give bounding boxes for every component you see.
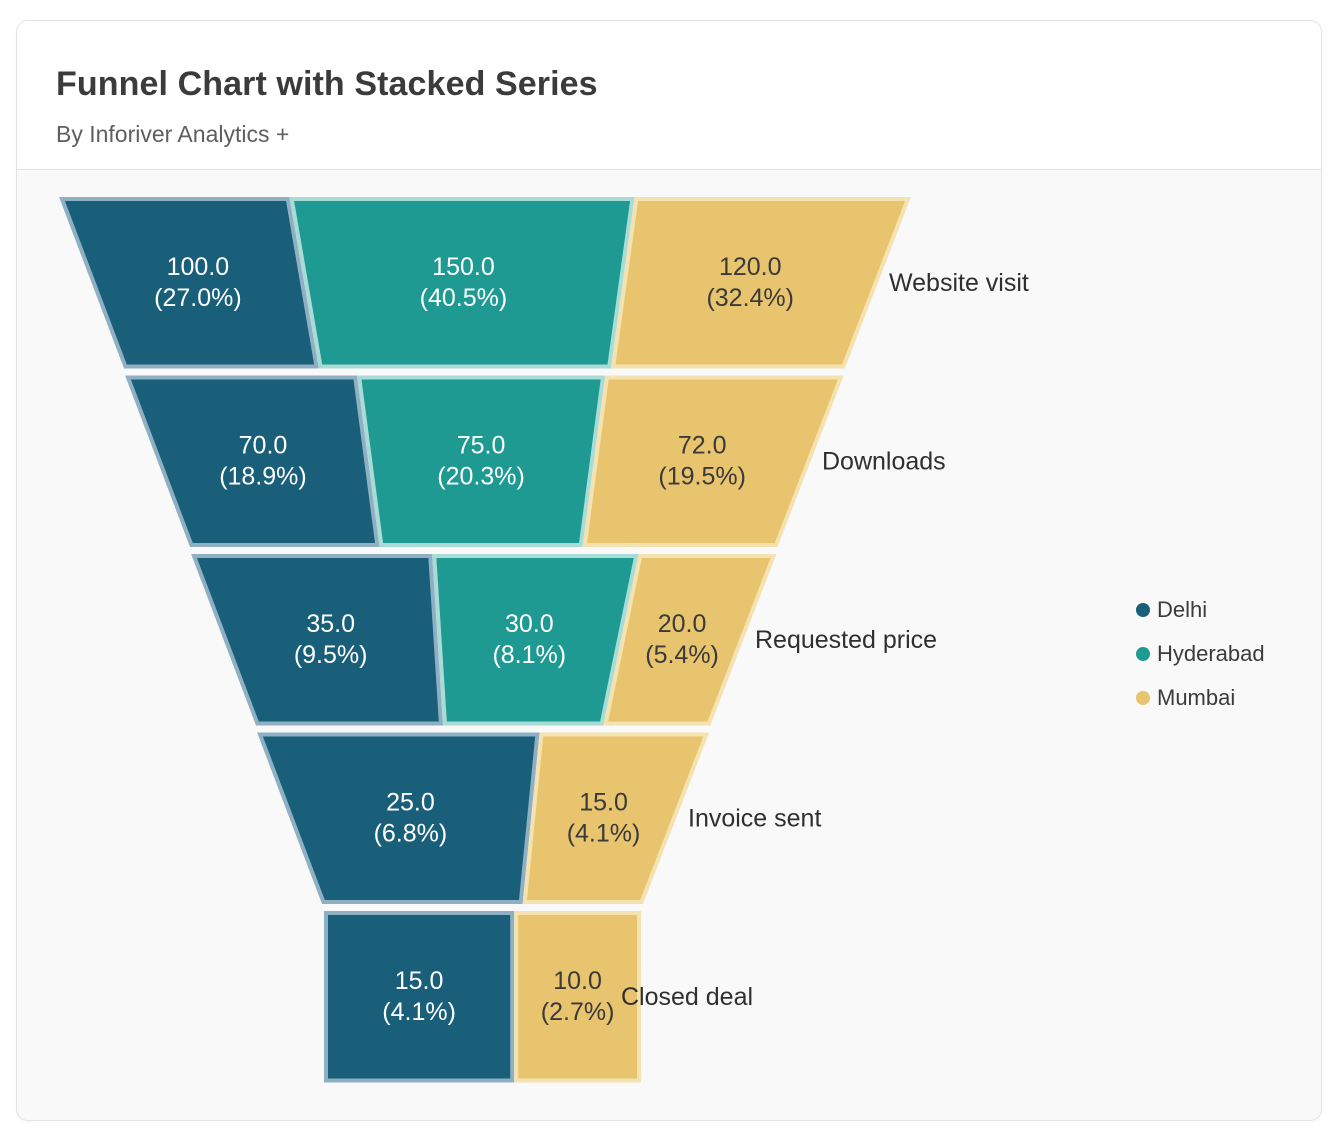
legend-marker-hyderabad [1136, 647, 1150, 661]
funnel-segment-hyderabad-2[interactable] [432, 554, 639, 726]
chart-card: Funnel Chart with Stacked Series By Info… [16, 20, 1322, 1121]
funnel-segment-mumbai-3[interactable] [522, 732, 710, 904]
legend-marker-delhi [1136, 603, 1150, 617]
funnel-segment-mumbai-0[interactable] [610, 197, 911, 369]
percent-label-mumbai-1: (19.5%) [658, 462, 746, 490]
value-label-hyderabad-1: 75.0 [457, 431, 506, 459]
legend-marker-mumbai [1136, 691, 1150, 705]
value-label-mumbai-3: 15.0 [579, 788, 628, 816]
value-label-mumbai-2: 20.0 [658, 610, 707, 638]
legend-item-delhi[interactable]: Delhi [1136, 588, 1265, 632]
stage-label-3: Invoice sent [688, 804, 821, 832]
stage-label-0: Website visit [889, 269, 1029, 297]
value-label-delhi-3: 25.0 [386, 788, 435, 816]
percent-label-delhi-3: (6.8%) [374, 819, 448, 847]
value-label-mumbai-4: 10.0 [553, 967, 602, 995]
value-label-hyderabad-2: 30.0 [505, 610, 554, 638]
funnel-segment-delhi-1[interactable] [125, 375, 380, 547]
funnel-chart: 100.0 (27.0%) 150.0 (40.5%) 120.0 (32.4%) Webs… [59, 197, 1029, 1083]
funnel-segment-delhi-4[interactable] [324, 911, 515, 1083]
value-label-hyderabad-0: 150.0 [432, 253, 495, 281]
percent-label-mumbai-2: (5.4%) [645, 641, 719, 669]
value-label-mumbai-1: 72.0 [678, 431, 727, 459]
plot-area: 100.0 (27.0%) 150.0 (40.5%) 120.0 (32.4%) Webs… [17, 170, 1321, 1120]
funnel-segment-delhi-0[interactable] [59, 197, 319, 369]
legend: Delhi Hyderabad Mumbai [1136, 588, 1265, 720]
stage-label-2: Requested price [755, 626, 937, 654]
percent-label-mumbai-0: (32.4%) [706, 284, 794, 312]
percent-label-hyderabad-0: (40.5%) [420, 284, 508, 312]
percent-label-delhi-2: (9.5%) [294, 641, 368, 669]
percent-label-mumbai-4: (2.7%) [541, 998, 615, 1026]
funnel-segment-mumbai-2[interactable] [603, 554, 777, 726]
value-label-delhi-2: 35.0 [306, 610, 355, 638]
percent-label-mumbai-3: (4.1%) [567, 819, 641, 847]
legend-item-hyderabad[interactable]: Hyderabad [1136, 632, 1265, 676]
percent-label-hyderabad-2: (8.1%) [492, 641, 566, 669]
value-label-delhi-1: 70.0 [239, 431, 288, 459]
funnel-segment-hyderabad-1[interactable] [356, 375, 606, 547]
percent-label-delhi-4: (4.1%) [382, 998, 456, 1026]
funnel-segment-delhi-3[interactable] [257, 732, 540, 904]
percent-label-hyderabad-1: (20.3%) [437, 462, 525, 490]
value-label-delhi-0: 100.0 [167, 253, 230, 281]
legend-label-mumbai: Mumbai [1157, 685, 1236, 710]
percent-label-delhi-1: (18.9%) [219, 462, 307, 490]
value-label-delhi-4: 15.0 [395, 967, 444, 995]
stage-label-4: Closed deal [621, 983, 753, 1011]
funnel-segment-delhi-2[interactable] [191, 554, 444, 726]
legend-item-mumbai[interactable]: Mumbai [1136, 676, 1265, 720]
percent-label-delhi-0: (27.0%) [154, 284, 242, 312]
funnel-segment-mumbai-4[interactable] [514, 911, 641, 1083]
stage-label-1: Downloads [822, 447, 946, 475]
funnel-segment-hyderabad-0[interactable] [289, 197, 635, 369]
value-label-mumbai-0: 120.0 [719, 253, 782, 281]
legend-label-delhi: Delhi [1157, 597, 1208, 622]
legend-label-hyderabad: Hyderabad [1157, 641, 1265, 666]
funnel-segment-mumbai-1[interactable] [582, 375, 844, 547]
chart-title: Funnel Chart with Stacked Series [56, 65, 598, 103]
card-header: Funnel Chart with Stacked Series By Info… [17, 21, 1321, 170]
chart-subtitle[interactable]: By Inforiver Analytics + [56, 121, 290, 147]
